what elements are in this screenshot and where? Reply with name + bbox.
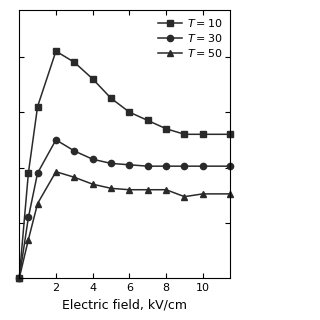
$T = 30$: [17, 276, 21, 280]
$T = 10$: [54, 49, 58, 53]
$T = 50$: [91, 182, 95, 186]
$T = 10$: [146, 118, 150, 122]
$T = 10$: [17, 276, 21, 280]
$T = 30$: [201, 164, 205, 168]
$T = 50$: [228, 192, 232, 196]
$T = 50$: [146, 188, 150, 192]
$T = 30$: [146, 164, 150, 168]
$T = 30$: [127, 163, 131, 167]
$T = 10$: [27, 171, 30, 175]
$T = 30$: [183, 164, 187, 168]
$T = 10$: [72, 60, 76, 64]
X-axis label: Electric field, kV/cm: Electric field, kV/cm: [62, 299, 187, 312]
$T = 50$: [201, 192, 205, 196]
$T = 30$: [164, 164, 168, 168]
$T = 50$: [164, 188, 168, 192]
$T = 30$: [36, 171, 39, 175]
$T = 30$: [109, 162, 113, 165]
$T = 10$: [91, 77, 95, 81]
$T = 10$: [201, 132, 205, 136]
Line: $T = 10$: $T = 10$: [16, 48, 234, 282]
$T = 50$: [109, 187, 113, 190]
$T = 50$: [127, 188, 131, 192]
Line: $T = 30$: $T = 30$: [16, 137, 234, 282]
$T = 10$: [228, 132, 232, 136]
$T = 30$: [54, 138, 58, 142]
$T = 30$: [228, 164, 232, 168]
$T = 50$: [36, 202, 39, 205]
$T = 10$: [127, 110, 131, 114]
$T = 10$: [109, 96, 113, 100]
$T = 30$: [27, 215, 30, 219]
Line: $T = 50$: $T = 50$: [16, 169, 234, 282]
$T = 50$: [183, 195, 187, 199]
$T = 10$: [164, 127, 168, 131]
Legend: $T = 10$, $T = 30$, $T = 50$: $T = 10$, $T = 30$, $T = 50$: [156, 15, 225, 61]
$T = 50$: [72, 175, 76, 179]
$T = 30$: [91, 157, 95, 161]
$T = 30$: [72, 149, 76, 153]
$T = 50$: [54, 170, 58, 174]
$T = 10$: [36, 105, 39, 108]
$T = 50$: [17, 276, 21, 280]
$T = 10$: [183, 132, 187, 136]
$T = 50$: [27, 238, 30, 242]
